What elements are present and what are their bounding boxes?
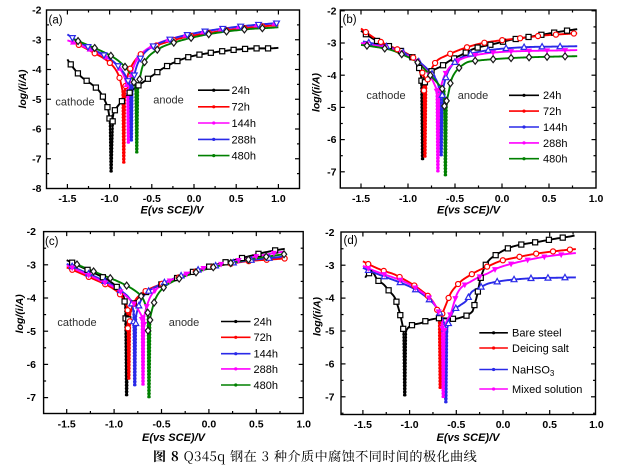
svg-text:cathode: cathode [55, 97, 94, 109]
svg-text:log/(i/A): log/(i/A) [14, 294, 26, 334]
svg-text:Mixed solution: Mixed solution [512, 384, 582, 396]
svg-text:288h: 288h [232, 134, 256, 146]
svg-text:E(vs SCE)/V: E(vs SCE)/V [437, 432, 502, 444]
svg-text:(c): (c) [45, 236, 59, 248]
svg-text:-0.5: -0.5 [446, 193, 464, 205]
svg-text:-6: -6 [27, 359, 36, 371]
svg-text:-1.0: -1.0 [101, 193, 119, 205]
svg-text:-7: -7 [27, 392, 36, 404]
svg-text:0.5: 0.5 [229, 193, 244, 205]
svg-text:288h: 288h [254, 364, 278, 376]
svg-text:-4: -4 [27, 293, 36, 305]
svg-text:0.5: 0.5 [542, 193, 557, 205]
svg-text:-3: -3 [27, 259, 36, 271]
svg-text:480h: 480h [254, 380, 278, 392]
svg-text:-4: -4 [325, 293, 334, 305]
svg-text:-3: -3 [327, 38, 336, 50]
svg-text:-3: -3 [32, 34, 41, 46]
svg-text:-0.5: -0.5 [152, 419, 170, 431]
svg-text:24h: 24h [543, 90, 561, 102]
svg-text:-5: -5 [32, 94, 41, 106]
svg-text:anode: anode [153, 95, 184, 107]
svg-text:Deicing salt: Deicing salt [512, 343, 569, 355]
svg-text:-7: -7 [325, 391, 334, 403]
svg-text:anode: anode [458, 90, 489, 102]
svg-text:0.0: 0.0 [202, 419, 217, 431]
svg-text:-1.0: -1.0 [105, 419, 123, 431]
svg-text:-0.5: -0.5 [143, 193, 161, 205]
svg-text:cathode: cathode [366, 90, 405, 102]
svg-text:log/(i/A): log/(i/A) [311, 72, 323, 112]
svg-text:72h: 72h [254, 332, 272, 344]
svg-text:480h: 480h [232, 151, 256, 163]
svg-text:-4: -4 [32, 64, 41, 76]
svg-text:-8: -8 [32, 183, 41, 195]
svg-text:0.0: 0.0 [496, 419, 511, 431]
svg-text:anode: anode [169, 317, 200, 329]
svg-text:144h: 144h [254, 349, 278, 361]
svg-text:0.0: 0.0 [495, 193, 510, 205]
svg-text:log/(i/A): log/(i/A) [17, 69, 29, 109]
svg-text:-1.0: -1.0 [401, 419, 419, 431]
svg-text:Bare steel: Bare steel [512, 328, 562, 340]
svg-text:-5: -5 [325, 326, 334, 338]
svg-text:-1.5: -1.5 [58, 193, 76, 205]
svg-text:(d): (d) [344, 235, 358, 247]
svg-text:E(vs SCE)/V: E(vs SCE)/V [141, 205, 206, 217]
svg-text:144h: 144h [543, 122, 567, 134]
svg-text:24h: 24h [254, 316, 272, 328]
svg-text:cathode: cathode [57, 317, 96, 329]
svg-text:E(vs SCE)/V: E(vs SCE)/V [142, 432, 207, 444]
svg-text:0.5: 0.5 [249, 419, 264, 431]
svg-text:72h: 72h [232, 102, 250, 114]
svg-text:24h: 24h [232, 85, 250, 97]
svg-text:1.0: 1.0 [589, 419, 604, 431]
svg-text:-2: -2 [27, 226, 36, 238]
svg-text:(b): (b) [343, 14, 357, 26]
svg-text:-6: -6 [325, 359, 334, 371]
svg-text:-5: -5 [27, 326, 36, 338]
svg-text:NaHSO3: NaHSO3 [512, 364, 555, 378]
svg-text:-4: -4 [327, 70, 336, 82]
svg-text:1.0: 1.0 [589, 193, 604, 205]
svg-text:-2: -2 [325, 227, 334, 239]
svg-text:72h: 72h [543, 106, 561, 118]
svg-text:(a): (a) [49, 15, 63, 27]
svg-text:288h: 288h [543, 138, 567, 150]
svg-text:1.0: 1.0 [296, 419, 311, 431]
svg-text:-5: -5 [327, 102, 336, 114]
svg-text:-6: -6 [32, 124, 41, 136]
svg-text:-3: -3 [325, 260, 334, 272]
svg-text:-2: -2 [32, 5, 41, 17]
svg-text:-7: -7 [32, 153, 41, 165]
svg-text:-6: -6 [327, 134, 336, 146]
svg-text:480h: 480h [543, 154, 567, 166]
svg-text:144h: 144h [232, 118, 256, 130]
svg-text:-2: -2 [327, 5, 336, 17]
svg-text:1.0: 1.0 [271, 193, 286, 205]
svg-text:0.5: 0.5 [542, 419, 557, 431]
svg-text:-1.0: -1.0 [399, 193, 417, 205]
svg-text:-1.5: -1.5 [58, 419, 76, 431]
svg-text:-0.5: -0.5 [447, 419, 465, 431]
svg-text:log/(i/A): log/(i/A) [312, 296, 324, 336]
svg-text:0.0: 0.0 [187, 193, 202, 205]
svg-text:-1.5: -1.5 [352, 193, 370, 205]
svg-text:-1.5: -1.5 [354, 419, 372, 431]
svg-text:-7: -7 [327, 166, 336, 178]
svg-text:E(vs SCE)/V: E(vs SCE)/V [437, 205, 502, 217]
